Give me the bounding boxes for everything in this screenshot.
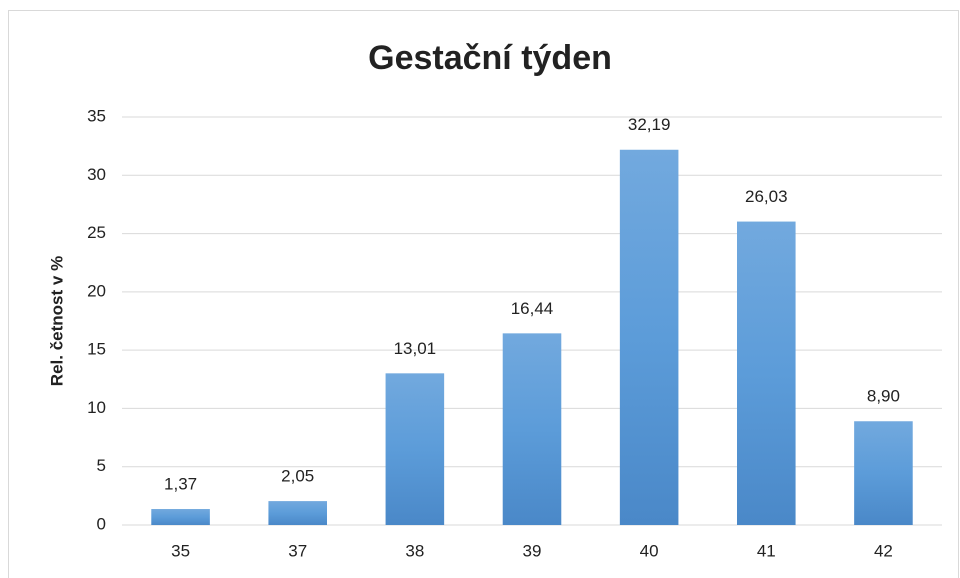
x-tick-label: 38 [405, 541, 424, 560]
x-tick-label: 42 [874, 541, 893, 560]
bar [385, 373, 445, 525]
data-label: 26,03 [745, 187, 788, 206]
bar [854, 421, 913, 525]
y-tick-label: 25 [87, 223, 106, 242]
bar [737, 221, 796, 525]
y-axis-label: Rel. četnost v % [47, 256, 66, 386]
x-tick-label: 37 [288, 541, 307, 560]
x-tick-label: 40 [640, 541, 659, 560]
y-tick-label: 0 [97, 514, 106, 533]
bar [502, 333, 562, 525]
data-label: 8,90 [867, 387, 900, 406]
y-tick-label: 5 [97, 456, 106, 475]
data-label: 1,37 [164, 475, 197, 494]
data-label: 2,05 [281, 467, 314, 486]
x-tick-label: 35 [171, 541, 190, 560]
bar [151, 509, 210, 525]
y-tick-label: 15 [87, 340, 106, 359]
y-tick-label: 10 [87, 398, 106, 417]
chart-title: Gestační týden [368, 39, 612, 77]
x-tick-label: 41 [757, 541, 776, 560]
data-label: 13,01 [394, 339, 437, 358]
data-label: 16,44 [511, 299, 554, 318]
y-tick-label: 35 [87, 106, 106, 125]
chart-border [8, 10, 959, 578]
y-tick-label: 30 [87, 165, 106, 184]
bar [268, 501, 327, 525]
bar [619, 149, 679, 525]
y-tick-label: 20 [87, 281, 106, 300]
x-tick-label: 39 [523, 541, 542, 560]
data-label: 32,19 [628, 115, 671, 134]
